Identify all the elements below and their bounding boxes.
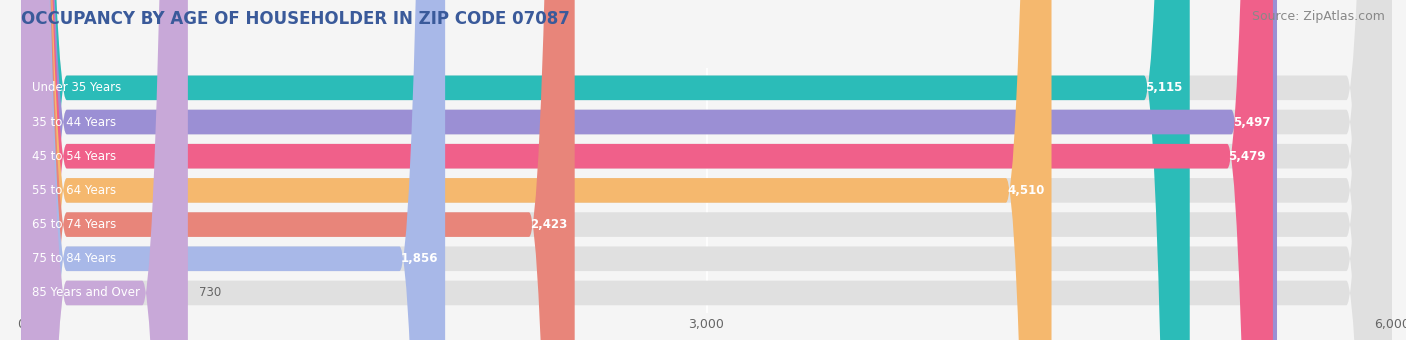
Text: 55 to 64 Years: 55 to 64 Years (32, 184, 117, 197)
Text: 1,856: 1,856 (401, 252, 439, 265)
Text: 730: 730 (198, 287, 221, 300)
FancyBboxPatch shape (21, 0, 1392, 340)
Text: 85 Years and Over: 85 Years and Over (32, 287, 141, 300)
Text: Under 35 Years: Under 35 Years (32, 81, 121, 94)
Text: 2,423: 2,423 (530, 218, 568, 231)
Text: 45 to 54 Years: 45 to 54 Years (32, 150, 117, 163)
FancyBboxPatch shape (21, 0, 1392, 340)
FancyBboxPatch shape (21, 0, 1392, 340)
FancyBboxPatch shape (21, 0, 1392, 340)
FancyBboxPatch shape (21, 0, 1392, 340)
Text: 65 to 74 Years: 65 to 74 Years (32, 218, 117, 231)
FancyBboxPatch shape (21, 0, 1277, 340)
FancyBboxPatch shape (21, 0, 1272, 340)
FancyBboxPatch shape (21, 0, 446, 340)
FancyBboxPatch shape (21, 0, 1392, 340)
Text: 75 to 84 Years: 75 to 84 Years (32, 252, 117, 265)
Text: 4,510: 4,510 (1007, 184, 1045, 197)
Text: 5,115: 5,115 (1146, 81, 1182, 94)
FancyBboxPatch shape (21, 0, 1392, 340)
Text: 35 to 44 Years: 35 to 44 Years (32, 116, 117, 129)
FancyBboxPatch shape (21, 0, 1052, 340)
Text: Source: ZipAtlas.com: Source: ZipAtlas.com (1251, 10, 1385, 23)
FancyBboxPatch shape (21, 0, 575, 340)
FancyBboxPatch shape (21, 0, 1189, 340)
Text: 5,479: 5,479 (1229, 150, 1265, 163)
FancyBboxPatch shape (21, 0, 188, 340)
Text: 5,497: 5,497 (1233, 116, 1270, 129)
Text: OCCUPANCY BY AGE OF HOUSEHOLDER IN ZIP CODE 07087: OCCUPANCY BY AGE OF HOUSEHOLDER IN ZIP C… (21, 10, 569, 28)
